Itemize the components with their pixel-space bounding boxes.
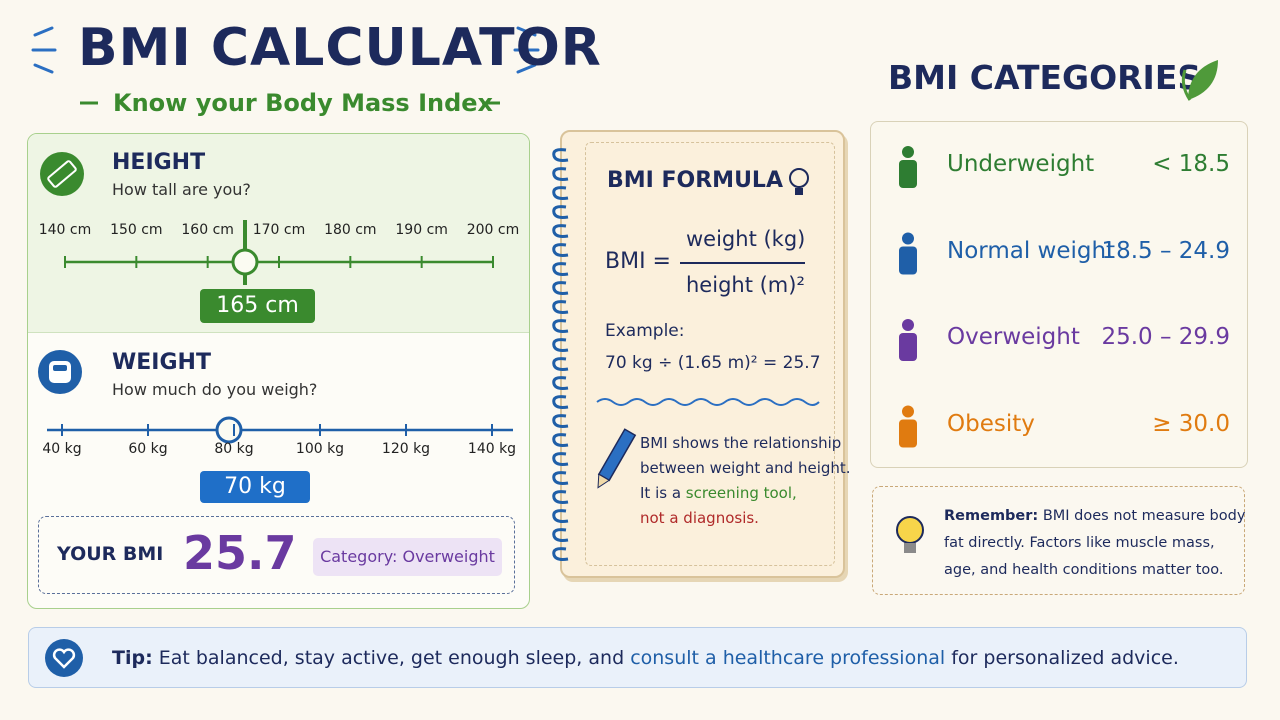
category-name: Overweight <box>947 324 1080 350</box>
note-text: It is a <box>640 484 682 502</box>
tick-label: 40 kg <box>42 441 82 457</box>
height-value: 165 cm <box>200 289 315 323</box>
remember-line: Remember: BMI does not measure body <box>944 503 1245 530</box>
note-highlight: screening tool, <box>685 484 797 502</box>
tick-label: 170 cm <box>252 222 306 238</box>
result-label: YOUR BMI <box>57 543 164 565</box>
tick-label: 200 cm <box>466 222 520 238</box>
note-line: It is a screening tool, <box>640 481 851 506</box>
tip-text: Tip: Eat balanced, stay active, get enou… <box>112 647 1179 669</box>
categories-title: BMI CATEGORIES <box>888 58 1202 97</box>
weight-title: WEIGHT <box>112 350 211 375</box>
example-label: Example: <box>605 321 685 341</box>
note-line: between weight and height. <box>640 459 851 477</box>
tick-label: 140 kg <box>467 441 517 457</box>
title: BMI CALCULATOR <box>78 18 602 78</box>
tick-label: 120 kg <box>381 441 431 457</box>
result-category: Category: Overweight <box>313 538 502 576</box>
note-line: BMI shows the relationship <box>640 434 842 452</box>
example: 70 kg ÷ (1.65 m)² = 25.7 <box>605 353 821 373</box>
tip-body: Eat balanced, stay active, get enough sl… <box>158 647 625 669</box>
tick-label: 160 cm <box>181 222 234 238</box>
subtitle: Know your Body Mass Index <box>113 89 494 117</box>
category-range: < 18.5 <box>1152 151 1230 177</box>
remember-line1: BMI does not measure body <box>1042 508 1246 524</box>
formula-numerator: weight (kg) <box>686 227 806 251</box>
category-name: Obesity <box>947 410 1035 437</box>
height-title: HEIGHT <box>112 150 206 175</box>
note-warning: not a diagnosis. <box>640 509 759 527</box>
tick-label: 80 kg <box>214 441 254 457</box>
tick-label: 180 cm <box>324 222 377 238</box>
tick-label: 190 cm <box>395 222 448 238</box>
tick-label: 140 cm <box>38 222 92 238</box>
tip-end: for personalized advice. <box>951 647 1179 669</box>
category-range: 18.5 – 24.9 <box>1101 237 1230 264</box>
tip-link[interactable]: consult a healthcare professional <box>630 647 946 669</box>
remember-label: Remember: <box>944 508 1039 524</box>
weight-value: 70 kg <box>200 471 310 503</box>
categories-panel <box>870 121 1248 468</box>
tick-label: 150 cm <box>110 222 163 238</box>
category-range: 25.0 – 29.9 <box>1101 324 1230 350</box>
remember-line: fat directly. Factors like muscle mass, <box>944 535 1215 551</box>
remember-text: Remember: BMI does not measure body fat … <box>944 503 1245 584</box>
category-range: ≥ 30.0 <box>1152 410 1230 437</box>
category-name: Underweight <box>947 151 1095 177</box>
result-value: 25.7 <box>183 526 297 580</box>
result-box <box>38 516 515 594</box>
formula-lhs: BMI = <box>605 249 671 274</box>
tick-label: 60 kg <box>128 441 168 457</box>
formula-notebook <box>560 130 845 578</box>
formula-note: BMI shows the relationship between weigh… <box>640 431 851 531</box>
remember-box <box>872 486 1245 595</box>
tip-label: Tip: <box>112 647 153 669</box>
category-name: Normal weight <box>947 237 1116 264</box>
formula-title: BMI FORMULA <box>607 168 783 193</box>
tick-label: 100 kg <box>295 441 345 457</box>
notebook-border <box>585 142 835 566</box>
formula-denominator: height (m)² <box>686 273 805 297</box>
remember-line: age, and health conditions matter too. <box>944 562 1224 578</box>
weight-question: How much do you weigh? <box>112 380 318 399</box>
tip-bar <box>28 627 1247 688</box>
height-question: How tall are you? <box>112 180 251 199</box>
